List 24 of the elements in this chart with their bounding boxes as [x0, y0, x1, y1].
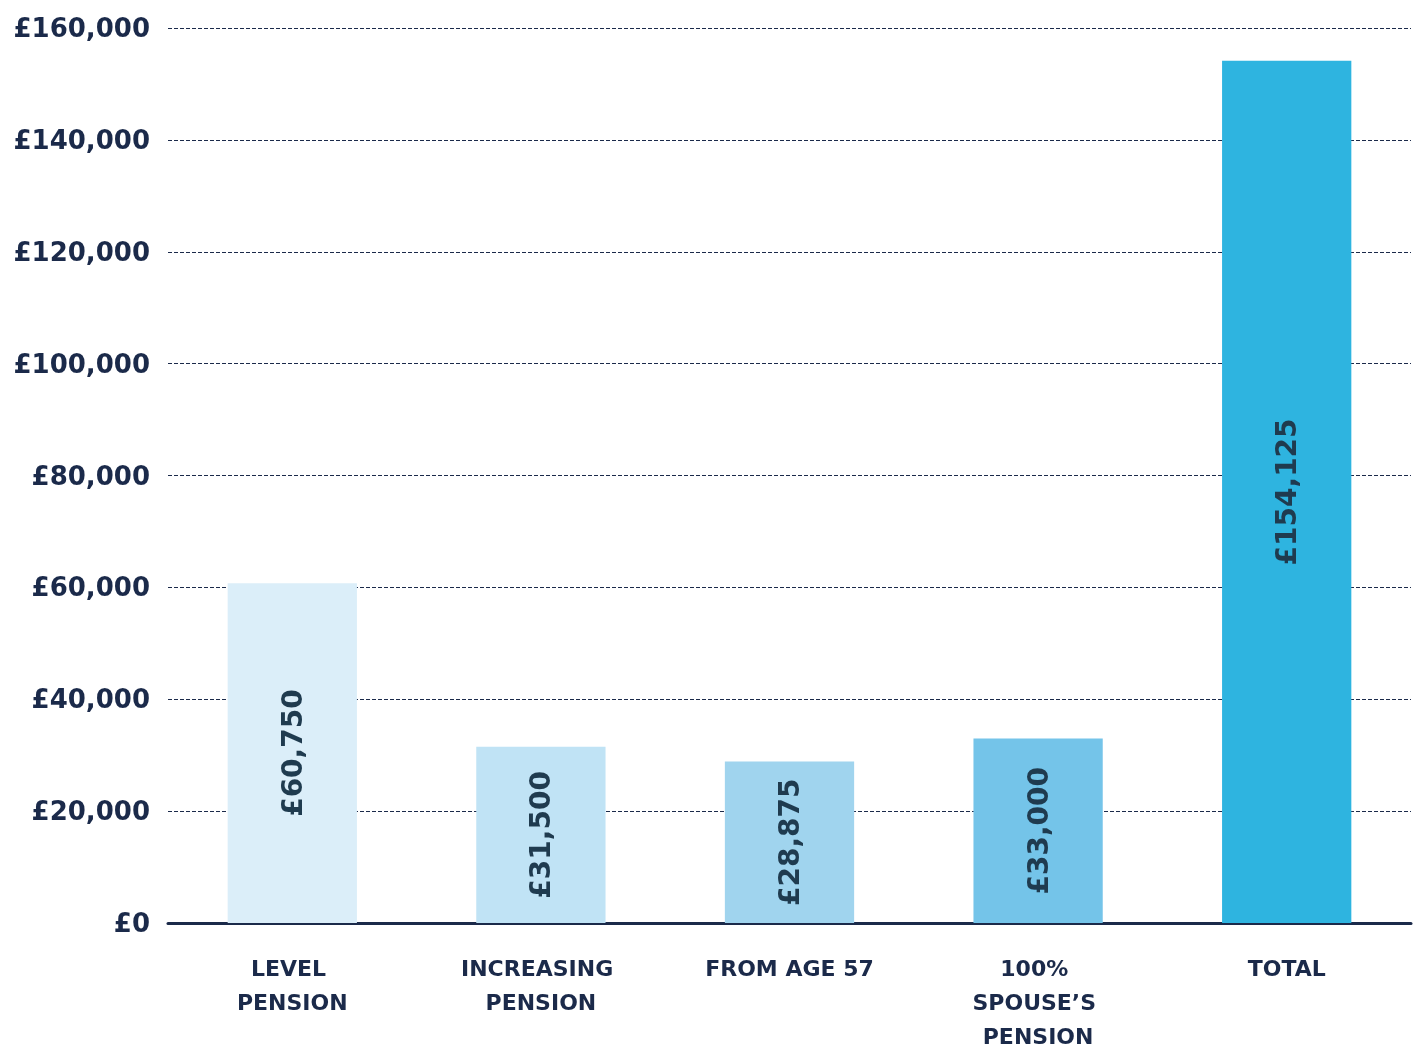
x-tick-label: TOTAL: [1247, 955, 1326, 981]
x-tick-label: FROM AGE 57: [705, 955, 874, 981]
y-tick-label: £100,000: [13, 348, 150, 379]
bar: [227, 583, 357, 923]
data-label: £60,750: [275, 689, 309, 817]
y-tick-label: £40,000: [31, 684, 150, 715]
data-label: £154,125: [1270, 418, 1304, 566]
y-tick-label: £0: [113, 908, 150, 938]
x-tick-label: 100% SPOUSE’S PENSION: [972, 955, 1104, 1049]
bar: [724, 761, 855, 923]
x-tick-label: LEVEL PENSION: [236, 955, 348, 1015]
y-tick-label: £120,000: [13, 236, 150, 267]
y-tick-label: £140,000: [13, 124, 150, 155]
y-tick-label: £60,000: [31, 572, 150, 603]
data-label: £31,500: [524, 771, 558, 899]
x-tick-label: INCREASING PENSION: [460, 955, 621, 1015]
bar: [973, 738, 1103, 923]
y-tick-label: £160,000: [13, 13, 150, 43]
data-label: £28,875: [773, 778, 806, 907]
bar: [476, 746, 606, 923]
data-label: £33,000: [1021, 766, 1055, 895]
bar: [1222, 60, 1352, 923]
y-tick-label: £20,000: [31, 796, 150, 827]
y-tick-label: £80,000: [31, 460, 150, 491]
